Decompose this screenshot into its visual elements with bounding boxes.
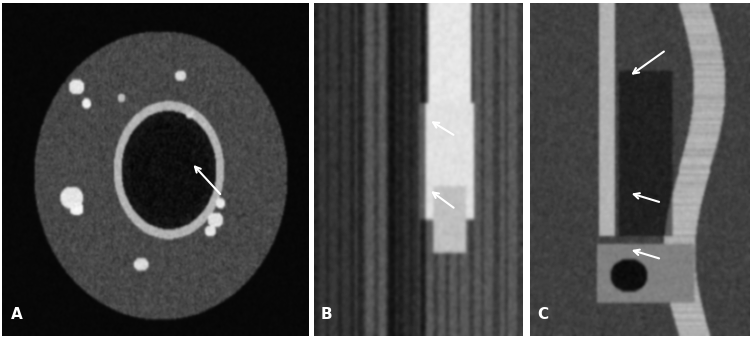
Text: C: C bbox=[537, 307, 548, 322]
Text: A: A bbox=[11, 307, 23, 322]
Text: B: B bbox=[320, 307, 332, 322]
